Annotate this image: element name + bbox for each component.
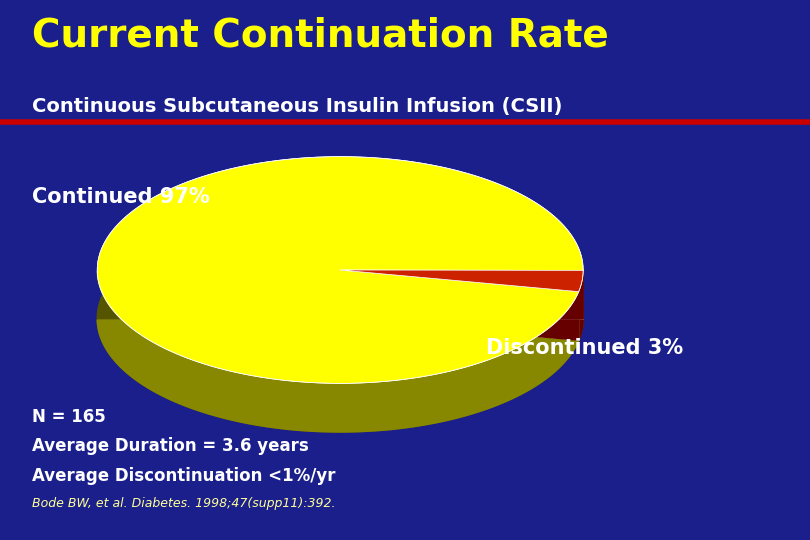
Polygon shape (578, 271, 583, 340)
Polygon shape (340, 270, 578, 340)
Polygon shape (340, 270, 583, 292)
Text: Current Continuation Rate: Current Continuation Rate (32, 16, 609, 54)
Text: Continued 97%: Continued 97% (32, 187, 210, 207)
Polygon shape (97, 205, 583, 432)
Polygon shape (340, 270, 583, 319)
Text: Average Duration = 3.6 years: Average Duration = 3.6 years (32, 437, 309, 455)
Polygon shape (97, 271, 583, 432)
Polygon shape (340, 270, 578, 340)
Text: Bode BW, et al. Diabetes. 1998;47(supp11):392.: Bode BW, et al. Diabetes. 1998;47(supp11… (32, 497, 336, 510)
Text: Discontinued 3%: Discontinued 3% (486, 338, 683, 359)
Text: Continuous Subcutaneous Insulin Infusion (CSII): Continuous Subcutaneous Insulin Infusion… (32, 97, 563, 116)
Polygon shape (97, 157, 583, 383)
Polygon shape (340, 270, 583, 319)
Text: Average Discontinuation <1%/yr: Average Discontinuation <1%/yr (32, 467, 336, 485)
Text: N = 165: N = 165 (32, 408, 106, 426)
